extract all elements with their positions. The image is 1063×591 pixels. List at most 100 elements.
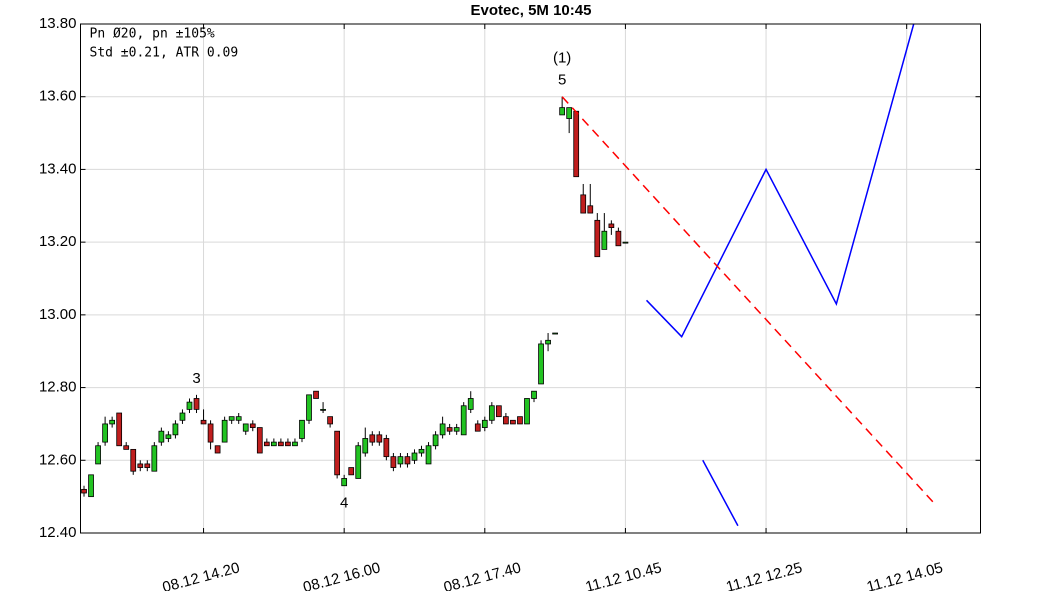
y-tick-label: 12.40 bbox=[39, 524, 77, 541]
candle-body bbox=[446, 427, 453, 432]
y-tick-label: 13.00 bbox=[39, 306, 77, 323]
candle-body bbox=[179, 412, 186, 421]
candle-body bbox=[256, 427, 263, 454]
candle-body bbox=[552, 332, 558, 335]
candle-body bbox=[355, 445, 362, 479]
candle-body bbox=[116, 412, 123, 447]
annotation: Std ±0.21, ATR 0.09 bbox=[90, 46, 239, 61]
candle-body bbox=[172, 423, 179, 436]
candle-body bbox=[503, 416, 509, 425]
y-tick-label: 13.60 bbox=[39, 88, 77, 105]
candle-body bbox=[524, 398, 530, 425]
candle-body bbox=[432, 434, 439, 447]
candle-body bbox=[88, 474, 94, 498]
candle-body bbox=[137, 463, 144, 468]
candle-body bbox=[313, 390, 319, 399]
candle-body bbox=[608, 223, 615, 228]
candle-body bbox=[327, 416, 333, 425]
candle-body bbox=[566, 107, 573, 119]
candle-body bbox=[299, 419, 305, 439]
candle-body bbox=[397, 456, 404, 465]
y-tick-label: 13.20 bbox=[39, 233, 77, 250]
chart-title: Evotec, 5M 10:45 bbox=[471, 2, 592, 19]
candle-body bbox=[545, 339, 551, 345]
candle-body bbox=[320, 408, 326, 411]
candle-body bbox=[615, 230, 622, 247]
candle-body bbox=[292, 441, 298, 447]
candle-body bbox=[242, 423, 249, 432]
candle-body bbox=[411, 452, 418, 461]
candle-body bbox=[460, 405, 467, 436]
candle-body bbox=[186, 401, 193, 410]
candle-body bbox=[495, 405, 502, 418]
candle-body bbox=[221, 419, 228, 443]
candle-body bbox=[193, 398, 200, 410]
wave-label: 3 bbox=[192, 370, 200, 387]
candle-body bbox=[278, 441, 284, 447]
candle-body bbox=[207, 423, 214, 443]
candle-body bbox=[102, 423, 108, 443]
wave-label: (1) bbox=[553, 50, 571, 67]
candle-body bbox=[453, 427, 460, 432]
candle-body bbox=[123, 445, 130, 450]
candle-body bbox=[573, 110, 580, 178]
candle-body bbox=[130, 448, 137, 472]
candle-body bbox=[341, 478, 348, 487]
y-tick-label: 12.60 bbox=[39, 451, 77, 468]
candle-body bbox=[538, 343, 544, 385]
candle-body bbox=[488, 405, 495, 421]
candle-body bbox=[158, 430, 165, 443]
candle-body bbox=[622, 241, 629, 244]
candle-body bbox=[439, 423, 446, 436]
candle-body bbox=[109, 419, 116, 425]
candle-body bbox=[481, 419, 488, 428]
candle-body bbox=[95, 445, 101, 465]
candle-body bbox=[474, 423, 481, 432]
candle-body bbox=[587, 205, 594, 214]
candle-body bbox=[228, 416, 235, 421]
candle-body bbox=[369, 434, 376, 443]
candle-body bbox=[151, 445, 158, 472]
candle-body bbox=[594, 219, 601, 258]
candle-body bbox=[263, 441, 270, 447]
candle-body bbox=[376, 434, 383, 443]
candle-body bbox=[348, 467, 355, 476]
projection-line bbox=[645, 24, 915, 338]
y-tick-label: 13.40 bbox=[39, 160, 77, 177]
wave-label: 4 bbox=[340, 495, 348, 512]
plot-frame bbox=[80, 23, 981, 534]
candle-body bbox=[467, 398, 474, 410]
candle-body bbox=[334, 430, 341, 476]
candle-body bbox=[200, 419, 207, 425]
candle-body bbox=[580, 194, 587, 214]
candle-body bbox=[165, 434, 172, 439]
candle-body bbox=[418, 448, 425, 454]
candle-body bbox=[81, 488, 87, 494]
candle-body bbox=[214, 445, 221, 454]
candle-body bbox=[510, 419, 516, 425]
candle-body bbox=[601, 230, 608, 250]
candle-body bbox=[249, 423, 256, 428]
y-tick-label: 13.80 bbox=[39, 15, 77, 32]
projection-line bbox=[561, 96, 936, 505]
candle-body bbox=[425, 445, 432, 465]
candle-body bbox=[383, 438, 390, 458]
wave-label: 5 bbox=[558, 72, 566, 89]
annotation: Pn Ø20, pn ±105% bbox=[90, 27, 215, 42]
candle-body bbox=[531, 390, 537, 399]
candle-body bbox=[404, 456, 411, 465]
candle-body bbox=[390, 456, 397, 468]
candle-body bbox=[144, 463, 151, 468]
projection-line bbox=[702, 459, 739, 527]
y-tick-label: 12.80 bbox=[39, 379, 77, 396]
candle-body bbox=[235, 416, 242, 421]
candle-body bbox=[362, 438, 369, 454]
candle-body bbox=[559, 107, 566, 116]
candle-body bbox=[270, 441, 277, 447]
candle-body bbox=[285, 441, 291, 447]
candle-body bbox=[517, 416, 523, 425]
candle-body bbox=[306, 394, 312, 421]
